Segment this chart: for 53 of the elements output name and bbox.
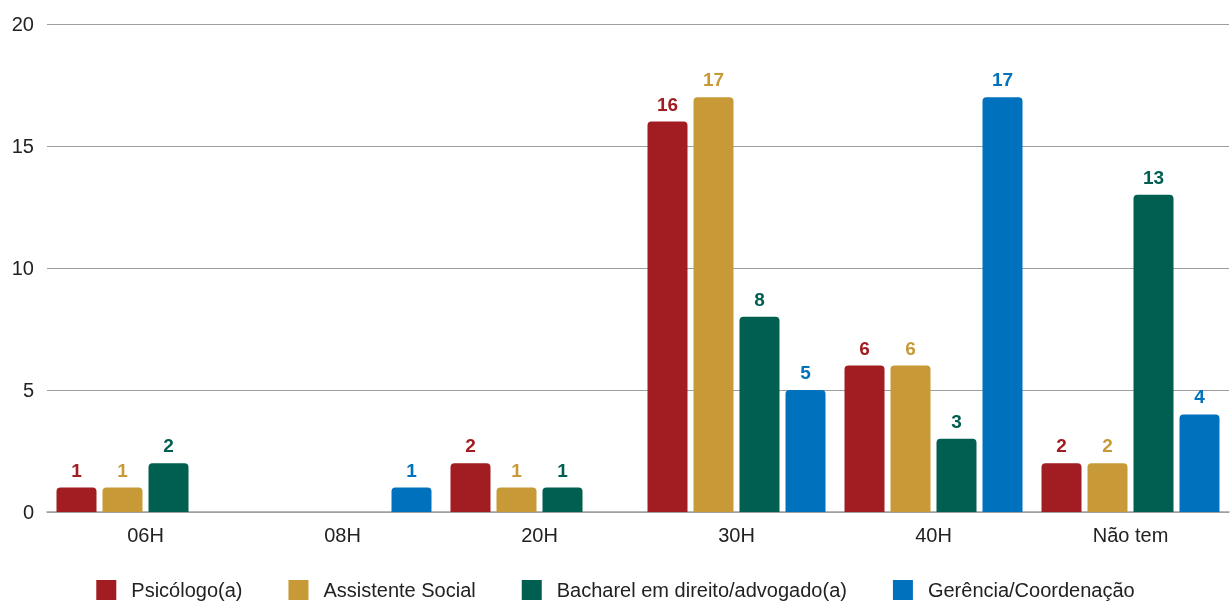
data-label: 16: [656, 93, 679, 115]
data-label: 6: [905, 337, 916, 359]
bar: [56, 487, 97, 512]
bar: [102, 487, 143, 512]
data-label: 2: [1102, 435, 1113, 457]
bar: [982, 97, 1023, 512]
y-tick-label: 15: [11, 135, 34, 157]
x-tick-label: Não tem: [1092, 524, 1169, 546]
data-label: 8: [754, 288, 765, 310]
bar: [148, 463, 189, 512]
bar: [936, 438, 977, 512]
data-label: 6: [859, 337, 870, 359]
y-tick-label: 10: [11, 257, 34, 279]
data-label: 1: [71, 459, 83, 481]
bar: [496, 487, 537, 512]
legend-label: Gerência/Coordenação: [927, 579, 1135, 601]
bar: [391, 487, 432, 512]
data-label: 17: [991, 69, 1014, 91]
bar: [785, 390, 826, 512]
data-label: 3: [951, 410, 962, 432]
bar: [693, 97, 734, 512]
x-tick-label: 08H: [324, 524, 361, 546]
data-label: 1: [117, 459, 129, 481]
x-tick-label: 30H: [718, 524, 755, 546]
x-tick-label: 06H: [127, 524, 164, 546]
bar: [739, 316, 780, 512]
x-tick-label: 20H: [521, 524, 558, 546]
bar: [1179, 414, 1220, 512]
data-label: 5: [800, 362, 812, 383]
data-label: 1: [511, 459, 523, 481]
bar: [1087, 463, 1128, 512]
legend-label: Psicólogo(a): [131, 579, 243, 601]
bar: [844, 365, 885, 512]
bar: [1041, 463, 1082, 512]
data-label: 4: [1194, 386, 1206, 408]
legend-label: Bacharel em direito/advogado(a): [556, 579, 847, 601]
data-label: 2: [465, 435, 476, 457]
bar: [890, 365, 931, 512]
bar: [647, 121, 688, 512]
y-tick-label: 5: [22, 379, 34, 401]
y-tick-label: 20: [11, 13, 34, 35]
data-label: 2: [163, 435, 174, 457]
data-label: 2: [1056, 435, 1067, 457]
y-tick-label: 0: [22, 501, 34, 523]
data-label: 1: [557, 459, 569, 481]
data-label: 1: [406, 459, 418, 481]
bar: [450, 463, 491, 512]
bar: [542, 487, 583, 512]
legend-label: Assistente Social: [323, 579, 476, 601]
x-tick-label: 40H: [915, 524, 952, 546]
data-label: 13: [1142, 166, 1165, 188]
data-label: 17: [702, 69, 725, 91]
bar: [1133, 194, 1174, 512]
